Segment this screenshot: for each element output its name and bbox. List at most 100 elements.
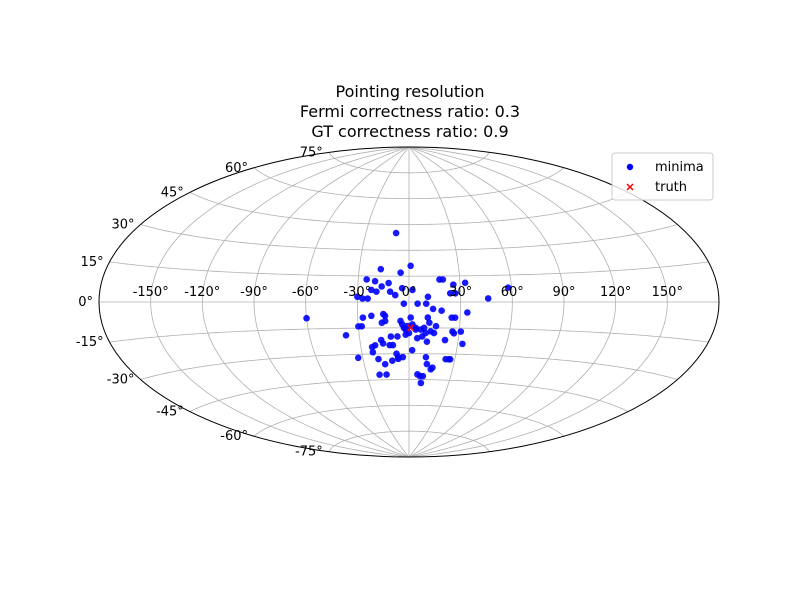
parallel-line <box>140 224 678 251</box>
x-tick-label: -90° <box>240 285 268 300</box>
minima-point <box>409 321 416 328</box>
parallel-line <box>328 152 490 174</box>
minima-point <box>464 309 471 316</box>
minima-point <box>424 314 432 321</box>
y-tick-label: 30° <box>111 218 134 233</box>
legend-label-truth: truth <box>655 180 687 195</box>
x-tick-label: 60° <box>501 285 524 300</box>
minima-point <box>371 277 379 285</box>
minima-point <box>400 300 408 308</box>
x-tick-label: 0° <box>402 285 417 300</box>
minima-point <box>442 355 449 363</box>
title-line-1: Pointing resolution <box>335 82 485 101</box>
data-points <box>303 229 512 387</box>
x-tick-label: 30° <box>449 285 472 300</box>
minima-point <box>392 229 400 237</box>
x-tick-label: -60° <box>292 285 320 300</box>
x-tick-label: -30° <box>343 285 371 300</box>
minima-point <box>378 283 385 290</box>
minima-point <box>397 269 404 277</box>
y-tick-label: -60° <box>220 429 248 444</box>
minima-point <box>404 322 411 330</box>
minima-point <box>394 333 401 340</box>
minima-point <box>402 331 409 339</box>
minima-point <box>461 279 469 287</box>
minima-point <box>391 291 399 299</box>
minima-point <box>426 319 433 327</box>
y-tick-label: 75° <box>300 145 323 160</box>
legend-frame <box>611 152 714 201</box>
minima-point <box>368 312 375 320</box>
minima-point <box>446 356 454 363</box>
minima-point <box>378 319 386 327</box>
minima-point <box>423 338 431 345</box>
chart-title: Pointing resolution Fermi correctness ra… <box>0 82 800 142</box>
boundary-ellipse <box>98 146 720 458</box>
legend-marker-minima <box>626 163 634 171</box>
minima-point <box>354 293 361 301</box>
minima-point <box>389 341 397 349</box>
minima-point <box>389 357 396 364</box>
parallel-line <box>328 430 490 452</box>
minima-point <box>381 360 389 368</box>
minima-point <box>342 332 350 339</box>
minima-point <box>303 314 310 322</box>
minima-point <box>412 326 420 333</box>
minima-point <box>373 288 380 295</box>
minima-point <box>359 314 367 321</box>
minima-point <box>414 300 421 308</box>
minima-point <box>354 354 362 362</box>
minima-point <box>383 371 390 378</box>
minima-point <box>427 366 435 373</box>
minima-point <box>417 379 425 387</box>
minima-point <box>368 343 376 351</box>
legend-marker-truth <box>626 183 634 191</box>
y-tick-label: 0° <box>78 295 93 310</box>
minima-point <box>364 295 371 302</box>
parallel-line <box>109 261 709 277</box>
grid-lines <box>99 146 719 458</box>
title-line-3: GT correctness ratio: 0.9 <box>311 122 509 141</box>
minima-point <box>450 329 458 337</box>
x-tick-label: -120° <box>184 285 220 300</box>
minima-point <box>422 329 429 337</box>
minima-point <box>407 314 415 321</box>
minima-point <box>420 324 428 332</box>
minima-point <box>395 355 402 363</box>
map-boundary <box>98 146 720 458</box>
y-tick-label: -30° <box>107 373 135 388</box>
minima-point <box>441 336 449 344</box>
minima-point <box>376 371 383 378</box>
minima-point <box>450 281 457 288</box>
minima-point <box>379 340 387 347</box>
minima-point <box>385 279 392 287</box>
x-tick-label: 90° <box>552 285 575 300</box>
minima-point <box>381 312 389 320</box>
tick-labels: -150° -120° -90° -60° -30° 0° 30° 60° 90° 120° 150… <box>76 145 683 459</box>
x-tick-label: 150° <box>652 285 683 300</box>
minima-point <box>424 293 432 301</box>
minima-point <box>422 353 430 361</box>
minima-point <box>423 360 431 368</box>
minima-point <box>359 295 366 302</box>
minima-point <box>377 265 385 273</box>
legend: minima truth <box>611 152 714 201</box>
parallel-line <box>253 404 565 437</box>
y-tick-label: -45° <box>156 405 184 420</box>
minima-point <box>457 328 465 335</box>
minima-point <box>355 323 362 330</box>
minima-point <box>459 340 466 348</box>
minima-point <box>413 334 421 342</box>
minima-point <box>432 322 440 330</box>
minima-point <box>398 321 406 328</box>
truth-point <box>407 324 415 332</box>
minima-point <box>409 286 416 294</box>
minima-point <box>484 295 492 302</box>
legend-label-minima: minima <box>655 160 704 175</box>
minima-point <box>439 276 447 283</box>
x-tick-label: -150° <box>133 285 169 300</box>
y-tick-label: -15° <box>76 335 104 350</box>
minima-point <box>387 333 395 340</box>
x-tick-label: 120° <box>600 285 631 300</box>
